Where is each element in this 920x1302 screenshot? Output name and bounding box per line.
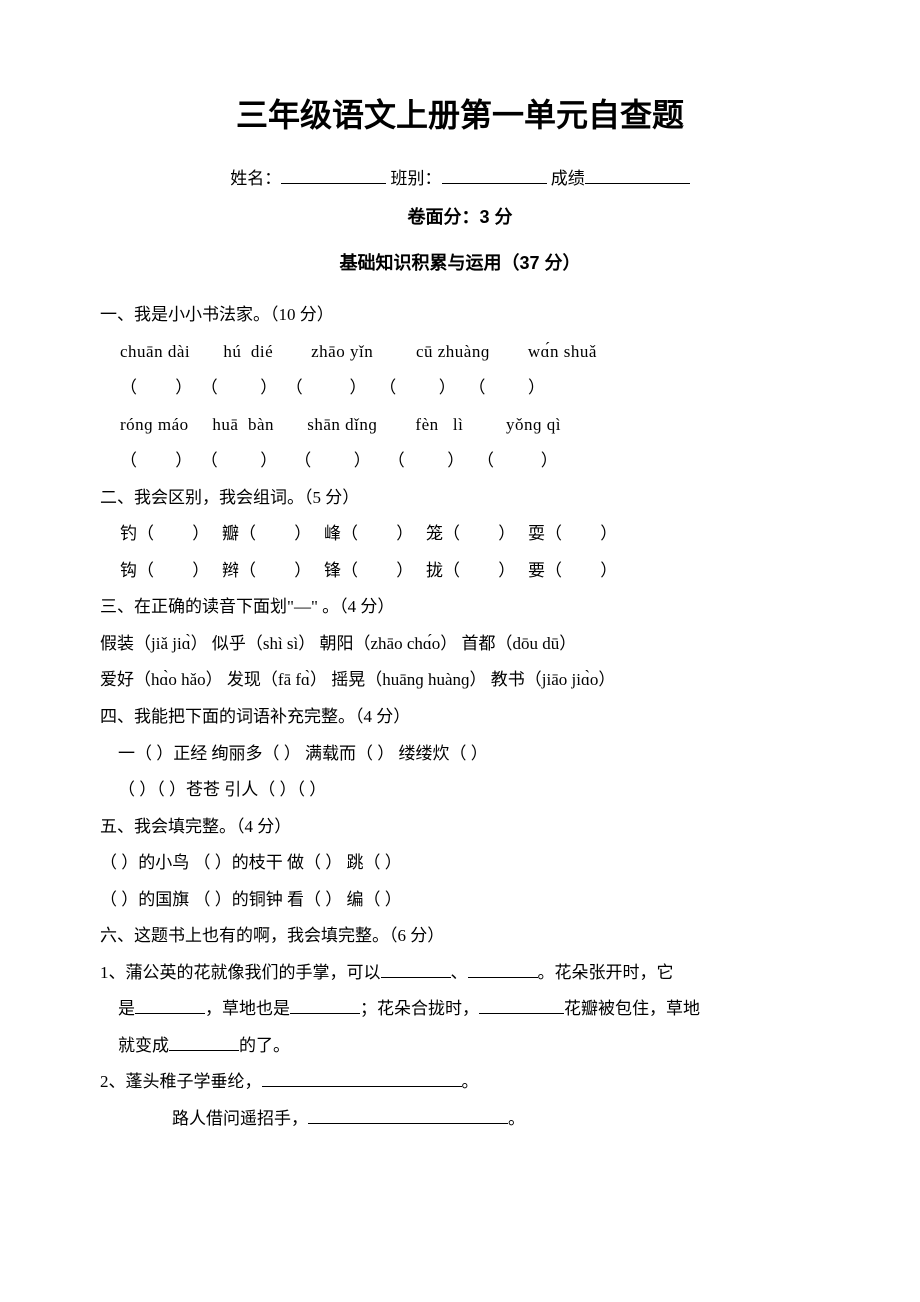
q6-item1-mid1: 、 [451, 963, 468, 982]
student-info-line: 姓名： 班别： 成绩 [100, 164, 820, 189]
class-label: 班别： [391, 169, 442, 188]
q3-line1: 假装（jiǎ jiɑ̀） 似乎（shì sì） 朝阳（zhāo chɑ́o） 首… [100, 626, 820, 663]
q1-title: 一、我是小小书法家。（10 分） [100, 297, 820, 334]
q1-pinyin-row1: chuān dài hú dié zhāo yǐn cū zhuànɡ wɑ́n… [100, 334, 820, 371]
blank [169, 1034, 239, 1051]
name-blank [281, 167, 386, 184]
name-label: 姓名： [230, 169, 281, 188]
q6-item1-line3-prefix: 就变成 [118, 1036, 169, 1055]
q3-title: 三、在正确的读音下面划"—" 。（4 分） [100, 589, 820, 626]
q6-item2-prefix: 2、蓬头稚子学垂纶， [100, 1072, 262, 1091]
q6-item1-prefix: 1、蒲公英的花就像我们的手掌，可以 [100, 963, 381, 982]
score-label: 成绩 [551, 169, 585, 188]
blank [468, 961, 538, 978]
q6-item1-line3: 就变成 的了。 [100, 1028, 820, 1065]
document-title: 三年级语文上册第一单元自查题 [100, 90, 820, 136]
q4-row1: 一（ ）正经 绚丽多（ ） 满载而（ ） 缕缕炊（ ） [100, 736, 820, 773]
q6-item1-line2: 是 ，草地也是 ；花朵合拢时， 花瓣被包住，草地 [100, 991, 820, 1028]
q5-title: 五、我会填完整。（4 分） [100, 809, 820, 846]
q6-item2-line1: 2、蓬头稚子学垂纶， 。 [100, 1064, 820, 1101]
q6-item1-line2-mid: ，草地也是 [205, 999, 290, 1018]
q5-row1: （ ）的小鸟 （ ）的枝干 做（ ） 跳（ ） [100, 845, 820, 882]
q6-item2-line2-prefix: 路人借问遥招手， [172, 1109, 308, 1128]
blank [308, 1107, 508, 1124]
q6-item2-line2: 路人借问遥招手， 。 [100, 1101, 820, 1138]
q6-item1-line2-suffix: 花瓣被包住，草地 [564, 999, 700, 1018]
paper-score: 卷面分：3 分 [100, 203, 820, 229]
q1-paren-row2: （ ） （ ） （ ） （ ） （ ） [100, 443, 820, 480]
q6-item2-suffix: 。 [462, 1072, 479, 1091]
blank [262, 1070, 462, 1087]
q2-title: 二、我会区别，我会组词。（5 分） [100, 480, 820, 517]
blank [381, 961, 451, 978]
score-blank [585, 167, 690, 184]
q6-item1-suffix1: 。花朵张开时，它 [538, 963, 674, 982]
q6-item1-line1: 1、蒲公英的花就像我们的手掌，可以 、 。花朵张开时，它 [100, 955, 820, 992]
q6-title: 六、这题书上也有的啊，我会填完整。（6 分） [100, 918, 820, 955]
q3-line2: 爱好（hɑ̀o hǎo） 发现（fā fɑ̀） 摇晃（huānɡ huànɡ） … [100, 662, 820, 699]
q6-item1-line2-prefix: 是 [118, 999, 135, 1018]
q4-title: 四、我能把下面的词语补充完整。（4 分） [100, 699, 820, 736]
blank [290, 997, 360, 1014]
q6-item1-line3-suffix: 的了。 [239, 1036, 290, 1055]
q5-row2: （ ）的国旗 （ ）的铜钟 看（ ） 编（ ） [100, 882, 820, 919]
q1-paren-row1: （ ） （ ） （ ） （ ） （ ） [100, 370, 820, 407]
blank [479, 997, 564, 1014]
class-blank [442, 167, 547, 184]
q4-row2: （ ）（ ）苍苍 引人（ ）（ ） [100, 772, 820, 809]
q2-row2: 钩（ ） 辫（ ） 锋（ ） 拢（ ） 要（ ） [100, 553, 820, 590]
q6-item2-line2-suffix: 。 [508, 1109, 525, 1128]
blank [135, 997, 205, 1014]
q1-pinyin-row2: rónɡ máo huā bàn shān dǐnɡ fèn lì yǒnɡ q… [100, 407, 820, 444]
q2-row1: 钓（ ） 瓣（ ） 峰（ ） 笼（ ） 耍（ ） [100, 516, 820, 553]
q6-item1-line2-mid2: ；花朵合拢时， [360, 999, 479, 1018]
section-heading: 基础知识积累与运用（37 分） [100, 249, 820, 275]
